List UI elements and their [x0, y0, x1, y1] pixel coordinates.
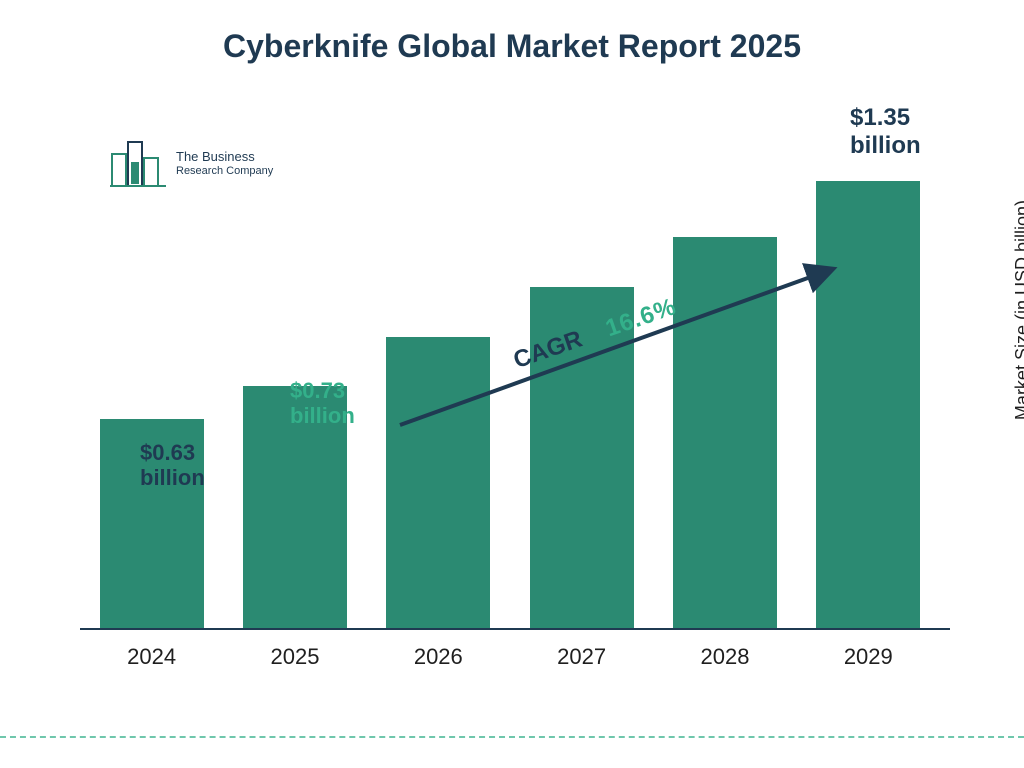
value-label: $0.73billion [290, 378, 355, 429]
x-axis-labels: 2024 2025 2026 2027 2028 2029 [80, 644, 940, 670]
bar-chart: 2024 2025 2026 2027 2028 2029 $0.63billion $0.… [80, 130, 940, 670]
cagr-arrow-icon [390, 250, 860, 440]
x-axis-baseline [80, 628, 950, 630]
cagr-arrow-wrap: CAGR 16.6% [390, 250, 860, 440]
x-axis-label: 2024 [87, 644, 217, 670]
page-title: Cyberknife Global Market Report 2025 [0, 28, 1024, 65]
x-axis-label: 2028 [660, 644, 790, 670]
x-axis-label: 2029 [803, 644, 933, 670]
value-label: $1.35 billion [850, 104, 940, 159]
x-axis-label: 2026 [373, 644, 503, 670]
x-axis-label: 2025 [230, 644, 360, 670]
value-label: $0.63billion [140, 440, 205, 491]
footer-dashed-line [0, 736, 1024, 738]
x-axis-label: 2027 [517, 644, 647, 670]
y-axis-label: Market Size (in USD billion) [1012, 200, 1024, 420]
